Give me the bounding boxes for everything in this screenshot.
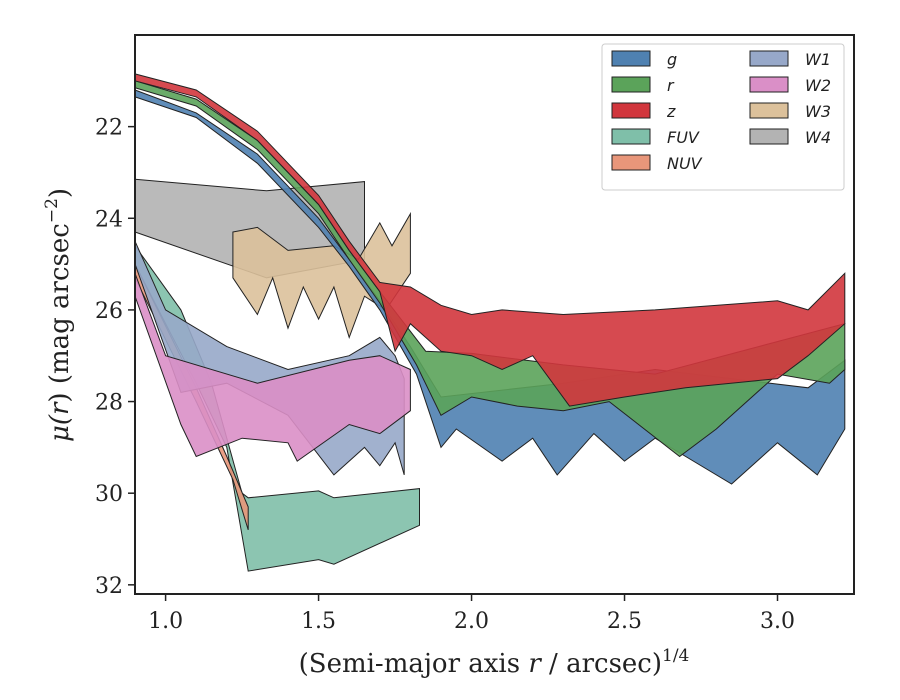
legend-swatch-fuv: [611, 128, 651, 145]
legend-label-w4: W4: [805, 128, 831, 147]
y-axis: 22 24 26 28 30 32: [95, 116, 135, 599]
legend-swatch-w4: [749, 128, 789, 145]
legend-swatch-g: [611, 50, 651, 67]
legend-label-w1: W1: [805, 50, 831, 69]
legend-label-w2: W2: [805, 76, 831, 95]
legend-swatch-z: [611, 102, 651, 119]
legend-swatch-w1: [749, 50, 789, 67]
x-tick-label: 2.0: [454, 609, 489, 634]
legend-label-z: z: [666, 102, 676, 121]
x-tick-label: 3.0: [760, 609, 795, 634]
band-w2: [134, 273, 411, 462]
band-z: [134, 73, 846, 407]
legend-swatch-w3: [749, 102, 789, 119]
x-tick-label: 2.5: [607, 609, 642, 634]
y-tick-label: 22: [95, 116, 123, 141]
band-layer: [134, 73, 846, 572]
plot-frame: [134, 34, 855, 595]
x-axis-label: (Semi-major axis r / arcsec)1/4: [299, 646, 690, 679]
legend-label-fuv: FUV: [667, 128, 700, 147]
legend-label-w3: W3: [805, 102, 831, 121]
legend-label-r: r: [667, 76, 675, 95]
legend-swatch-w2: [749, 76, 789, 93]
legend-swatch-nuv: [611, 154, 651, 171]
legend-label-nuv: NUV: [667, 154, 703, 173]
x-tick-label: 1.5: [301, 609, 336, 634]
y-tick-label: 30: [95, 482, 123, 507]
legend: grz FUV NUV W1 W2 W3 W4: [601, 43, 845, 191]
y-tick-label: 32: [95, 574, 123, 599]
x-axis: 1.0 1.5 2.0 2.5 3.0: [148, 594, 795, 634]
y-tick-label: 26: [95, 299, 123, 324]
y-axis-label: μ(r) (mag arcsec−2): [42, 188, 75, 442]
legend-label-g: g: [667, 50, 677, 69]
y-tick-label: 28: [95, 391, 123, 416]
x-tick-label: 1.0: [148, 609, 183, 634]
y-tick-label: 24: [95, 207, 123, 232]
legend-swatch-r: [611, 76, 651, 93]
